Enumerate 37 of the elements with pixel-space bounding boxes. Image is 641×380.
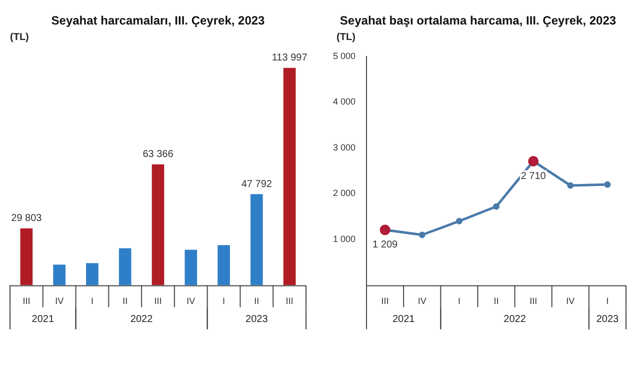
x-tick-label: III	[381, 296, 389, 306]
x-tick-label: I	[606, 296, 609, 306]
data-label: 29 803	[11, 213, 42, 224]
x-tick-label: II	[494, 296, 499, 306]
x-tick-label: I	[222, 296, 226, 306]
text: 2023	[246, 314, 268, 325]
data-label: 113 997	[272, 52, 308, 64]
text: 2023	[596, 314, 620, 325]
text: 2021	[32, 314, 54, 325]
x-tick-label: IV	[566, 296, 575, 306]
text: 2 710	[520, 170, 546, 182]
text: 1 209	[372, 240, 398, 251]
y-axis-title: (TL)	[10, 32, 29, 44]
text: 2022	[504, 314, 526, 325]
chart-title: Seyahat başı ortalama harcama, III. Çeyrek, 2023	[340, 14, 616, 28]
data-label: 47 792	[241, 178, 272, 190]
x-tick-label: IV	[55, 296, 64, 306]
x-tick-label: III	[286, 296, 294, 306]
x-tick-label: I	[458, 296, 460, 306]
x-tick-label: III	[154, 296, 162, 306]
x-tick-label: II	[122, 296, 128, 306]
text: 2021	[392, 314, 416, 325]
y-tick-label: 2 000	[332, 188, 356, 198]
text: 2022	[130, 314, 154, 325]
y-tick-label: 5 000	[332, 50, 356, 61]
x-tick-label: III	[22, 296, 30, 306]
x-tick-label: IV	[186, 296, 196, 306]
x-tick-label: III	[530, 296, 538, 306]
x-tick-label: I	[90, 296, 94, 306]
data-label: 63 366	[142, 149, 174, 160]
y-axis-title: (TL)	[336, 32, 356, 44]
y-tick-label: 1 000	[332, 234, 356, 244]
y-tick-label: 4 000	[332, 96, 356, 107]
y-tick-label: 3 000	[332, 142, 356, 152]
x-tick-label: II	[254, 296, 260, 306]
x-tick-label: IV	[418, 296, 426, 306]
chart-title: Seyahat harcamaları, III. Çeyrek, 2023	[51, 14, 266, 28]
